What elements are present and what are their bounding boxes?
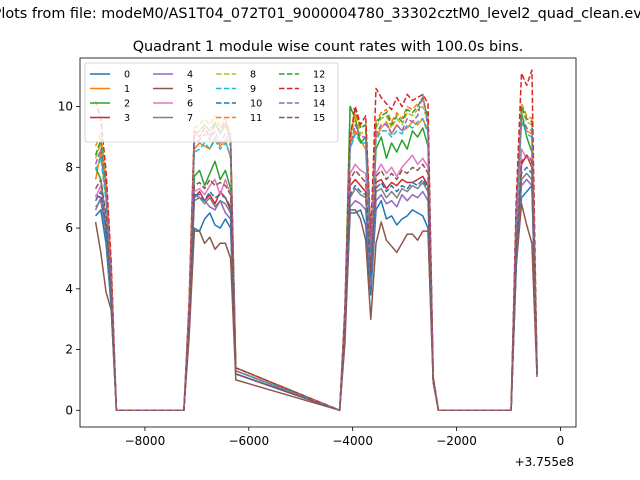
- y-tick-label: 4: [65, 282, 73, 296]
- legend-label-6: 6: [187, 99, 193, 110]
- series-line-15: [94, 154, 538, 412]
- series-line-4: [94, 178, 538, 412]
- legend-label-10: 10: [250, 99, 262, 110]
- y-axis: 0 2 4 6 8 10: [58, 100, 80, 417]
- legend-label-4: 4: [187, 70, 193, 81]
- series-line-8: [94, 105, 538, 412]
- series-line-9: [94, 117, 538, 412]
- series-line-10: [94, 166, 538, 412]
- legend-label-13: 13: [313, 84, 325, 95]
- legend-frame: [84, 62, 339, 143]
- x-tick-label: −4000: [332, 434, 373, 448]
- x-tick-label: −2000: [436, 434, 477, 448]
- legend-label-2: 2: [124, 99, 130, 110]
- y-tick-label: 0: [65, 403, 73, 417]
- x-tick-label: −8000: [125, 434, 166, 448]
- legend-label-15: 15: [313, 113, 325, 124]
- series-line-0: [95, 184, 538, 412]
- chart-title: Quadrant 1 module wise count rates with …: [133, 39, 524, 55]
- series-line-1: [94, 117, 538, 412]
- series-line-12: [94, 96, 538, 412]
- series-line-3: [95, 154, 538, 412]
- legend-label-11: 11: [250, 113, 262, 124]
- legend-label-8: 8: [250, 70, 256, 81]
- x-tick-label: 0: [557, 434, 565, 448]
- legend-label-9: 9: [250, 84, 256, 95]
- legend-label-3: 3: [124, 113, 130, 124]
- legend-label-1: 1: [124, 84, 130, 95]
- y-tick-label: 8: [65, 160, 73, 174]
- plot-frame: [79, 57, 577, 428]
- series-line-7: [95, 172, 538, 412]
- y-tick-label: 2: [65, 343, 73, 357]
- legend-label-5: 5: [187, 84, 193, 95]
- legend-label-7: 7: [187, 113, 193, 124]
- series-layer: [94, 69, 538, 412]
- series-line-11: [94, 99, 538, 412]
- series-line-6: [94, 148, 538, 412]
- x-tick-label: −6000: [228, 434, 269, 448]
- series-line-5: [94, 203, 538, 412]
- legend-label-14: 14: [313, 99, 325, 110]
- x-axis: −8000 −6000 −4000 −2000 0: [125, 427, 565, 448]
- series-line-2: [94, 105, 538, 412]
- x-offset-label: +3.755e8: [515, 455, 574, 469]
- figure-suptitle: Plots from file: modeM0/AS1T04_072T01_90…: [0, 6, 640, 22]
- legend-label-0: 0: [124, 70, 130, 81]
- y-tick-label: 10: [58, 100, 73, 114]
- y-tick-label: 6: [65, 221, 73, 235]
- legend-label-12: 12: [313, 70, 325, 81]
